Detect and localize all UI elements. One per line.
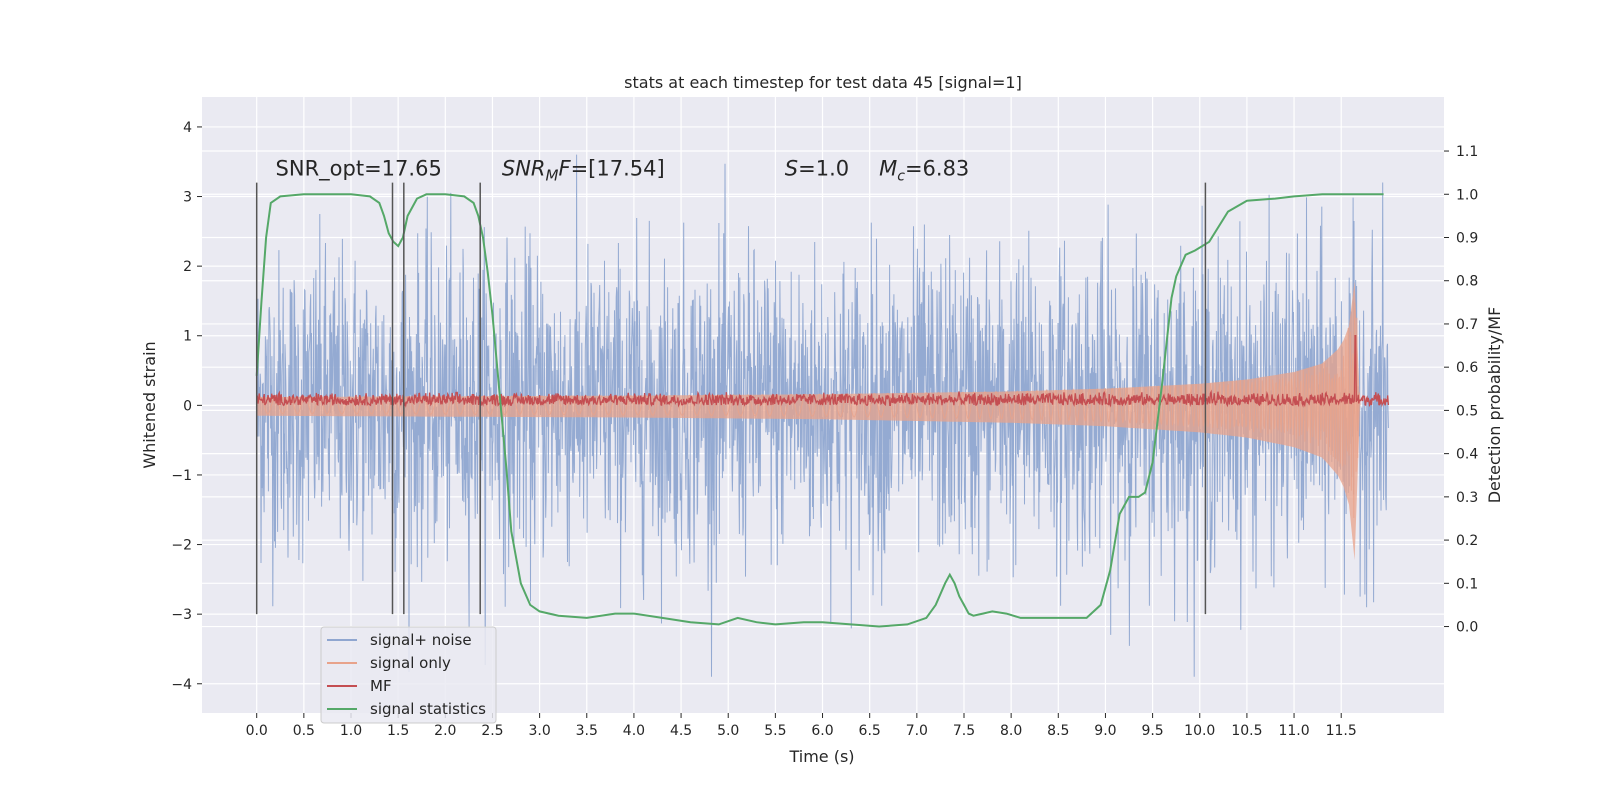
x-tick-label: 7.0 (906, 723, 928, 739)
y2-tick-label: 0.6 (1456, 360, 1478, 376)
legend: signal+ noise signal only MF signal stat… (320, 626, 497, 724)
y-tick-label: 1 (183, 329, 192, 345)
annotation-text: SNR_opt=17.65 (276, 157, 442, 182)
vline-layer (255, 182, 1207, 615)
y2-tick-label: 0.7 (1456, 317, 1478, 333)
x-tick-label: 9.0 (1094, 723, 1116, 739)
annotation-text: SNRMF=[17.54] (502, 157, 665, 185)
x-tick-label: 10.0 (1184, 723, 1215, 739)
y2-tick-label: 1.1 (1456, 144, 1478, 160)
data-layer (255, 154, 1390, 677)
legend-label-mf: MF (370, 677, 392, 695)
x-tick-label: 4.5 (670, 723, 692, 739)
legend-label-signal-only: signal only (370, 654, 451, 672)
y2-tick-label: 0.8 (1456, 274, 1478, 290)
y2-tick-label: 0.9 (1456, 230, 1478, 246)
y2-axis-label: Detection probability/MF (1485, 307, 1504, 504)
x-tick-label: 5.0 (717, 723, 739, 739)
y-tick-label: −1 (171, 468, 192, 484)
x-tick-label: 4.0 (623, 723, 645, 739)
x-tick-label: 9.5 (1141, 723, 1163, 739)
x-tick-label: 0.0 (246, 723, 268, 739)
y-tick-label: 2 (183, 259, 192, 275)
annot-layer: SNR_opt=17.65 SNRMF=[17.54] S=1.0 Mc=6.83 (276, 157, 970, 185)
y2-tick-label: 0.4 (1456, 447, 1478, 463)
axis-layer: 0.0 0.5 1.0 1.5 2.0 2.5 3.0 3.5 4.0 4.5 5.0 5.5 6.0 6… (171, 120, 1478, 739)
y2-tick-label: 0.0 (1456, 620, 1478, 636)
x-tick-label: 0.5 (293, 723, 315, 739)
series-signal-only-envelope (256, 281, 1361, 561)
x-tick-label: 5.5 (764, 723, 786, 739)
x-axis-label: Time (s) (788, 747, 854, 766)
y2-tick-label: 0.2 (1456, 533, 1478, 549)
y2-tick-label: 0.5 (1456, 403, 1478, 419)
annotation-text: S=1.0 (785, 157, 849, 181)
series-mf (256, 335, 1390, 408)
x-tick-label: 6.5 (859, 723, 881, 739)
x-tick-label: 3.0 (528, 723, 550, 739)
y-tick-label: −3 (171, 607, 192, 623)
chart-title: stats at each timestep for test data 45 … (624, 73, 1022, 92)
y-tick-label: 0 (183, 398, 192, 414)
x-tick-label: 8.5 (1047, 723, 1069, 739)
annotation-text: Mc=6.83 (879, 157, 969, 185)
y-tick-label: 3 (183, 190, 192, 206)
x-tick-label: 11.0 (1278, 723, 1309, 739)
series-signal-statistics (255, 193, 1384, 628)
x-tick-label: 6.0 (811, 723, 833, 739)
x-tick-label: 7.5 (953, 723, 975, 739)
y2-tick-label: 0.1 (1456, 576, 1478, 592)
legend-label-signal-noise: signal+ noise (370, 631, 472, 649)
legend-box (320, 626, 497, 724)
x-tick-label: 1.0 (340, 723, 362, 739)
x-tick-label: 8.0 (1000, 723, 1022, 739)
x-tick-label: 10.5 (1231, 723, 1262, 739)
x-tick-label: 2.5 (481, 723, 503, 739)
y-tick-label: −2 (171, 538, 192, 554)
y-tick-label: −4 (171, 677, 192, 693)
y2-tick-label: 1.0 (1456, 187, 1478, 203)
x-tick-label: 3.5 (576, 723, 598, 739)
y2-tick-label: 0.3 (1456, 490, 1478, 506)
x-tick-label: 2.0 (434, 723, 456, 739)
x-tick-label: 11.5 (1326, 723, 1357, 739)
legend-label-signal-statistics: signal statistics (370, 700, 486, 718)
x-tick-label: 1.5 (387, 723, 409, 739)
y-axis-label: Whitened strain (140, 341, 159, 468)
y-tick-label: 4 (183, 120, 192, 136)
